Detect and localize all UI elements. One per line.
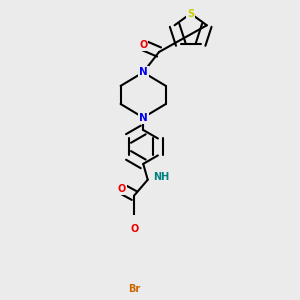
Text: NH: NH — [153, 172, 170, 182]
Text: N: N — [139, 112, 148, 123]
Text: O: O — [139, 40, 147, 50]
Text: Br: Br — [128, 284, 140, 294]
Text: O: O — [118, 184, 126, 194]
Text: N: N — [139, 67, 148, 77]
Text: S: S — [187, 9, 194, 19]
Text: O: O — [130, 224, 138, 235]
